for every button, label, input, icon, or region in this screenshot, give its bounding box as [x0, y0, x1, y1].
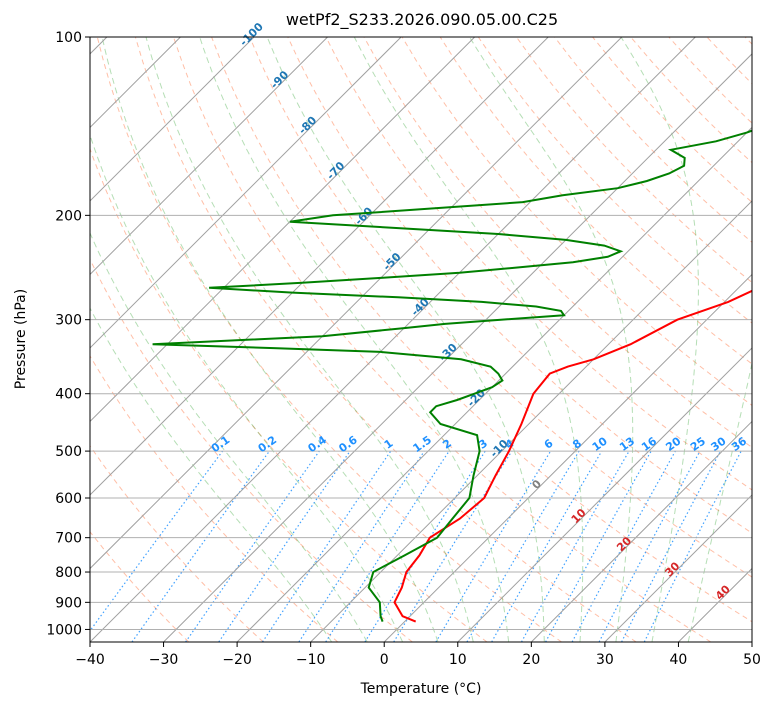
mixing-ratio-line: [393, 450, 513, 642]
dry-adiabat-line: [401, 37, 752, 406]
y-tick-label: 900: [55, 595, 82, 611]
moist-adiabat-line: [687, 361, 752, 642]
mixing-ratio-line: [298, 450, 425, 642]
dry-adiabat-line: [249, 37, 752, 578]
y-tick-label: 400: [55, 387, 82, 403]
moist-adiabat-line: [469, 37, 634, 642]
pressure-grid: [90, 37, 752, 630]
isotherm-line: [604, 494, 752, 642]
isotherm-line: [236, 126, 752, 642]
mixing-ratio-line: [131, 450, 270, 642]
isotherm-line: [530, 420, 752, 642]
isotherm-line: [90, 37, 402, 349]
mixing-ratio-line: [545, 450, 652, 642]
mixing-ratio-line: [643, 450, 742, 642]
x-tick-label: 50: [743, 652, 761, 668]
mixing-ratio-line: [571, 450, 676, 642]
dry-adiabat-line: [96, 37, 562, 642]
y-tick-label: 1000: [46, 622, 82, 638]
x-axis-title: Temperature (°C): [360, 681, 482, 697]
moist-adiabat-line: [620, 37, 699, 642]
dry-adiabat-line: [90, 147, 488, 642]
y-tick-label: 600: [55, 491, 82, 507]
isotherm-line: [90, 37, 696, 642]
dry-adiabat-line: [90, 355, 339, 642]
x-tick-label: 10: [449, 652, 467, 668]
isotherm-line: [751, 641, 752, 642]
isotherm-line: [90, 37, 328, 276]
y-tick-label: 500: [55, 444, 82, 460]
x-axis: −40 −30 −20 −10 0 10 20 30 40 50: [75, 642, 761, 668]
chart-title: wetPf2_S233.2026.090.05.00.C25: [286, 10, 558, 30]
x-tick-label: −40: [75, 652, 105, 668]
moist-adiabat-line: [353, 37, 584, 642]
isotherm-line: [383, 273, 752, 642]
isotherm-line: [163, 53, 752, 642]
dry-adiabat-line: [134, 37, 637, 642]
dry-adiabat-line: [90, 445, 264, 642]
skewed-isotherms: [90, 37, 752, 642]
mixing-ratio-line: [185, 450, 320, 642]
dry-adiabat-line: [439, 37, 752, 365]
mixing-ratio-line: [261, 450, 392, 642]
x-tick-label: 0: [380, 652, 389, 668]
x-tick-label: 20: [522, 652, 540, 668]
x-tick-label: −20: [222, 652, 252, 668]
isotherm-line: [90, 37, 476, 423]
isotherm-line: [457, 347, 752, 642]
mixing-ratio-lines: [90, 450, 742, 642]
mixing-ratio-line: [520, 450, 630, 642]
y-tick-label: 200: [55, 208, 82, 224]
temperature-profile: [393, 289, 752, 623]
moist-adiabat-line: [145, 37, 474, 642]
y-tick-label: 800: [55, 565, 82, 581]
y-tick-label: 700: [55, 531, 82, 547]
x-tick-label: 30: [596, 652, 614, 668]
moist-adiabat-line: [266, 37, 545, 642]
y-axis-title: Pressure (hPa): [13, 289, 29, 389]
mixing-ratio-line: [218, 450, 351, 642]
dry-adiabat-line: [211, 37, 752, 623]
isotherm-line: [90, 37, 623, 570]
x-tick-label: 40: [670, 652, 688, 668]
isotherm-line: [310, 200, 752, 642]
y-tick-label: 300: [55, 313, 82, 329]
dewpoint-profile: [152, 129, 752, 622]
mixing-ratio-line: [325, 450, 450, 642]
moist-adiabat-line: [199, 37, 510, 642]
dry-adiabat-line: [515, 37, 752, 284]
moist-adiabats: [90, 37, 752, 642]
moist-adiabat-line: [90, 307, 333, 642]
moist-adiabat-line: [101, 37, 439, 642]
isotherm-line: [90, 37, 255, 202]
plot-frame: [89, 36, 753, 643]
dry-adiabat-line: [90, 530, 190, 642]
y-axis: 100 200 300 400 500 600 700 800 900 1000: [46, 30, 90, 638]
moist-adiabat-line: [90, 231, 368, 642]
x-tick-label: −30: [149, 652, 179, 668]
y-tick-label: 100: [55, 30, 82, 46]
mixing-ratio-line: [90, 450, 224, 632]
x-tick-label: −10: [296, 652, 326, 668]
